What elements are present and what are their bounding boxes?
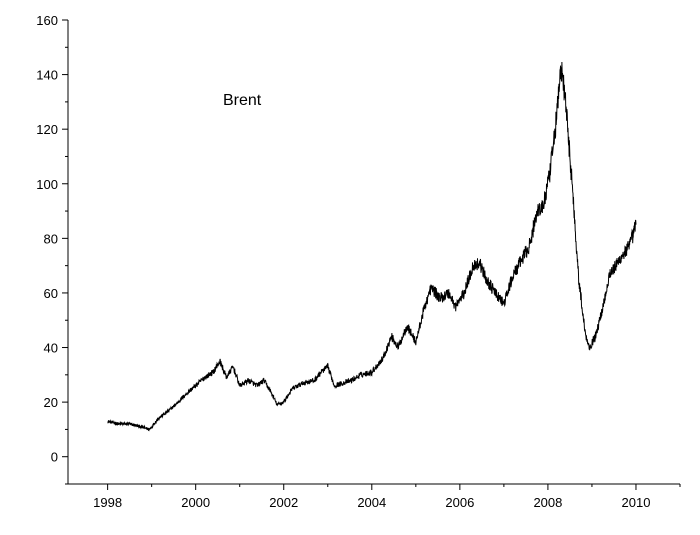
y-tick-label: 120 [36, 122, 58, 137]
annotation-label: Brent [223, 92, 262, 109]
series-line [107, 61, 637, 432]
x-tick-label: 1998 [93, 495, 122, 510]
y-tick-label: 20 [44, 395, 58, 410]
x-tick-label: 2010 [622, 495, 651, 510]
x-tick-label: 2006 [445, 495, 474, 510]
ticks [62, 19, 681, 490]
x-tick-label: 2008 [533, 495, 562, 510]
y-tick-label: 0 [51, 450, 58, 465]
tick-labels: 0 20 40 60 80 100 120 140 160 1998 2000 2002 2004 200… [36, 13, 650, 510]
axes [67, 20, 680, 485]
y-tick-label: 140 [36, 68, 58, 83]
y-tick-label: 60 [44, 286, 58, 301]
x-tick-label: 2002 [269, 495, 298, 510]
x-tick-label: 2004 [357, 495, 386, 510]
x-tick-label: 2000 [181, 495, 210, 510]
y-tick-label: 100 [36, 177, 58, 192]
series [107, 61, 637, 432]
y-tick-label: 80 [44, 231, 58, 246]
y-tick-label: 160 [36, 13, 58, 28]
y-tick-label: 40 [44, 341, 58, 356]
